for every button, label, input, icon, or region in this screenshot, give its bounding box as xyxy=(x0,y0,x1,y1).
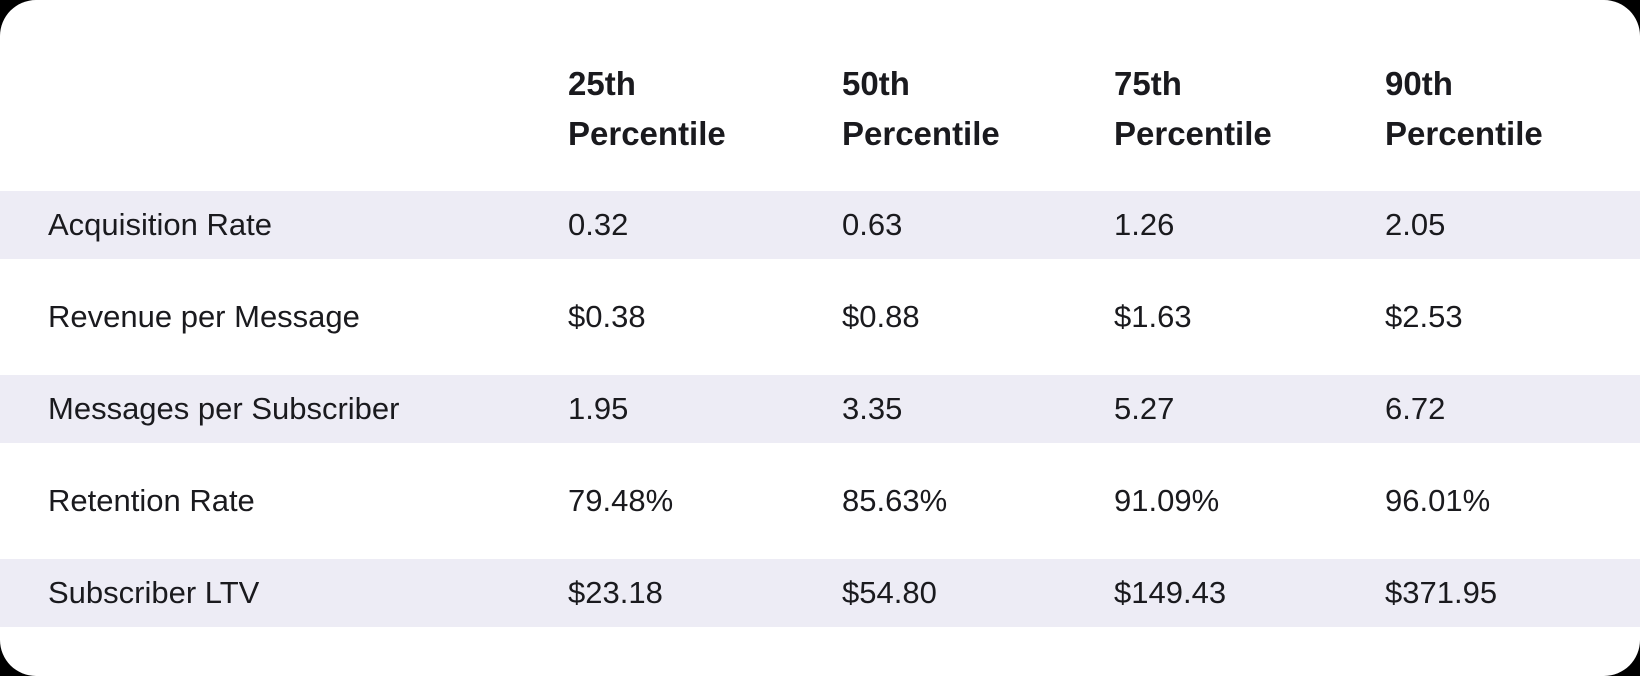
metric-column-header xyxy=(0,24,568,167)
cell-value: $0.38 xyxy=(568,299,646,334)
table-row: Revenue per Message $0.38 $0.88 $1.63 $2… xyxy=(0,283,1640,351)
percentile-table: 25th Percentile 50th Percentile 75th Per… xyxy=(0,24,1640,627)
cell-value: 96.01% xyxy=(1385,483,1491,518)
cell-value: 1.95 xyxy=(568,375,842,443)
cell-value: 3.35 xyxy=(842,375,1114,443)
header-row: 25th Percentile 50th Percentile 75th Per… xyxy=(0,24,1640,167)
cell-value: 2.05 xyxy=(1385,191,1640,259)
cell-value: $371.95 xyxy=(1385,559,1640,627)
table-row: Subscriber LTV $23.18 $54.80 $149.43 $37… xyxy=(0,559,1640,627)
row-label: Revenue per Message xyxy=(48,299,360,334)
table-body: Acquisition Rate 0.32 0.63 1.26 2.05 Rev… xyxy=(0,191,1640,627)
cell-value: 6.72 xyxy=(1385,375,1640,443)
column-header-25th: 25th Percentile xyxy=(568,24,842,167)
table-row: Retention Rate 79.48% 85.63% 91.09% 96.0… xyxy=(0,467,1640,535)
cell-value: 91.09% xyxy=(1114,483,1220,518)
row-label: Acquisition Rate xyxy=(0,191,568,259)
column-header-label: 75th Percentile xyxy=(1114,65,1272,152)
table-row: Messages per Subscriber 1.95 3.35 5.27 6… xyxy=(0,375,1640,443)
column-header-label: 90th Percentile xyxy=(1385,65,1543,152)
column-header-75th: 75th Percentile xyxy=(1114,24,1385,167)
cell-value: 5.27 xyxy=(1114,375,1385,443)
column-header-label: 50th Percentile xyxy=(842,65,1000,152)
cell-value: $1.63 xyxy=(1114,299,1192,334)
column-header-90th: 90th Percentile xyxy=(1385,24,1640,167)
column-header-label: 25th Percentile xyxy=(568,65,726,152)
cell-value: 0.32 xyxy=(568,191,842,259)
cell-value: $2.53 xyxy=(1385,299,1463,334)
row-label: Retention Rate xyxy=(48,483,255,518)
cell-value: 0.63 xyxy=(842,191,1114,259)
cell-value: $23.18 xyxy=(568,559,842,627)
cell-value: 79.48% xyxy=(568,483,674,518)
cell-value: 85.63% xyxy=(842,483,948,518)
row-label: Subscriber LTV xyxy=(0,559,568,627)
column-header-50th: 50th Percentile xyxy=(842,24,1114,167)
cell-value: $54.80 xyxy=(842,559,1114,627)
cell-value: $149.43 xyxy=(1114,559,1385,627)
table-row: Acquisition Rate 0.32 0.63 1.26 2.05 xyxy=(0,191,1640,259)
row-label: Messages per Subscriber xyxy=(0,375,568,443)
cell-value: $0.88 xyxy=(842,299,920,334)
cell-value: 1.26 xyxy=(1114,191,1385,259)
